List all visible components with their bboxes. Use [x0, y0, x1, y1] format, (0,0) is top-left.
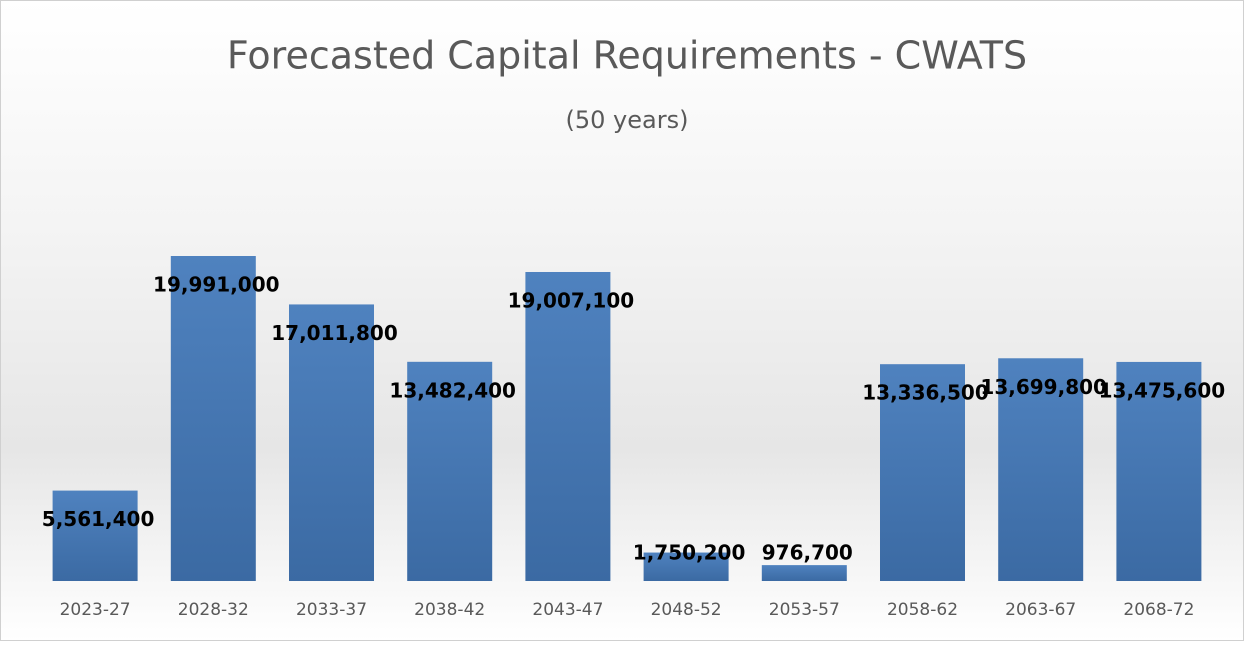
- bar: [525, 271, 611, 581]
- bar: [998, 358, 1084, 581]
- data-label: 19,007,100: [508, 288, 635, 312]
- bar: [52, 490, 138, 581]
- data-label: 13,475,600: [1099, 378, 1226, 402]
- x-tick-label: 2038-42: [414, 600, 485, 620]
- bar: [880, 364, 965, 581]
- bar: [170, 256, 256, 581]
- data-label: 19,991,000: [153, 273, 280, 297]
- x-tick-label: 2043-47: [532, 600, 603, 620]
- bar: [289, 304, 374, 581]
- bar: [1116, 361, 1202, 581]
- bar: [643, 552, 729, 581]
- chart-subtitle: (50 years): [566, 106, 689, 134]
- bar: [407, 361, 493, 581]
- chart-title: Forecasted Capital Requirements - CWATS: [227, 34, 1027, 78]
- data-label: 976,700: [762, 541, 853, 565]
- data-label: 13,482,400: [389, 378, 516, 402]
- x-tick-label: 2063-67: [1005, 600, 1076, 620]
- x-tick-label: 2028-32: [178, 600, 249, 620]
- x-tick-label: 2053-57: [769, 600, 840, 620]
- x-tick-label: 2023-27: [60, 600, 131, 620]
- x-tick-label: 2033-37: [296, 600, 367, 620]
- data-label: 13,336,500: [862, 381, 989, 405]
- data-label: 17,011,800: [271, 321, 398, 345]
- x-tick-label: 2068-72: [1123, 600, 1194, 620]
- x-tick-label: 2048-52: [651, 600, 722, 620]
- data-label: 13,699,800: [980, 375, 1107, 399]
- data-label: 1,750,200: [633, 541, 746, 565]
- bar: [761, 565, 847, 581]
- x-tick-label: 2058-62: [887, 600, 958, 620]
- data-label: 5,561,400: [42, 507, 155, 531]
